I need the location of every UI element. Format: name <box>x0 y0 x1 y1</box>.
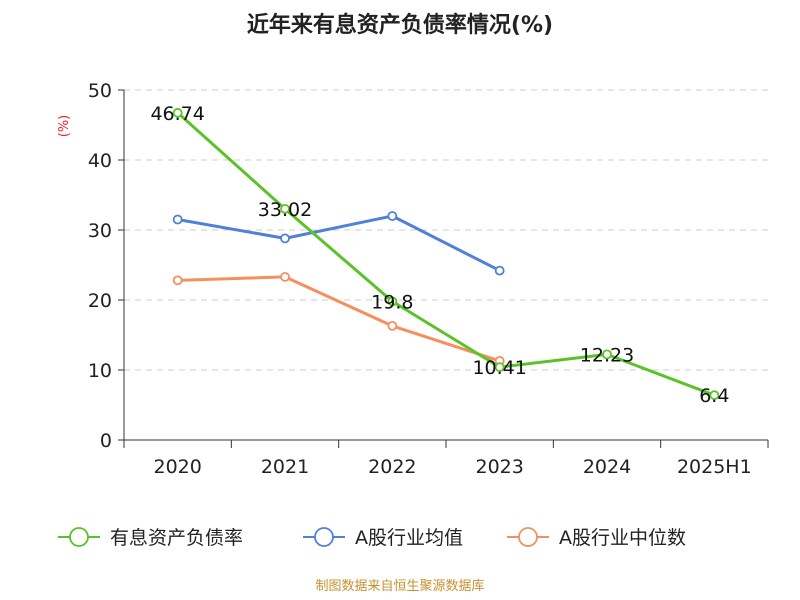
legend-label-2: A股行业中位数 <box>559 527 686 549</box>
series-0-point-2023 <box>494 362 505 373</box>
series-line-2 <box>177 275 501 363</box>
y-tick-label-20: 20 <box>88 290 112 312</box>
data-label-2025H1: 6.4 <box>699 385 729 407</box>
legend-swatch-marker-1 <box>314 527 334 547</box>
data-source-note: 制图数据来自恒生聚源数据库 <box>315 578 484 594</box>
y-tick-label-30: 30 <box>88 220 112 242</box>
data-label-2022: 19.8 <box>371 291 413 313</box>
axes: 0 10 20 30 40 50 2020 2021 2022 2023 2024 2025H1 <box>88 80 769 478</box>
chart-title: 近年来有息资产负债率情况(%) <box>247 12 553 38</box>
series-0-point-2024 <box>602 349 612 360</box>
series-lines <box>172 107 720 401</box>
series-1-point-2022 <box>387 211 398 221</box>
series-0-point-2025H1 <box>709 390 720 401</box>
series-0-point-2022 <box>387 296 398 307</box>
data-label-2024: 12.23 <box>580 344 634 366</box>
legend-swatch-marker-2 <box>518 527 538 547</box>
y-tick-label-40: 40 <box>88 150 112 172</box>
x-tick-label-2021: 2021 <box>261 456 309 478</box>
data-label-2021: 33.02 <box>258 199 312 221</box>
x-tick-label-2023: 2023 <box>475 456 523 478</box>
series-1-point-2020 <box>172 214 183 225</box>
x-tick-label-2024: 2024 <box>583 456 631 478</box>
x-tick-label-2020: 2020 <box>153 456 201 478</box>
series-line-0 <box>176 111 715 397</box>
legend: 有息资产负债率 A股行业均值 A股行业中位数 <box>58 527 686 549</box>
legend-label-1: A股行业均值 <box>355 527 463 549</box>
y-tick-label-10: 10 <box>88 360 112 382</box>
legend-label-0: 有息资产负债率 <box>110 527 243 549</box>
series-1-point-2021 <box>280 233 290 244</box>
series-line-1 <box>177 214 501 272</box>
gridlines <box>124 89 768 371</box>
y-tick-label-0: 0 <box>100 430 112 452</box>
legend-swatch-marker-0 <box>69 527 89 547</box>
y-axis-unit-label: (%) <box>57 115 72 138</box>
data-label-2020: 46.74 <box>150 103 204 125</box>
series-0-point-2020 <box>172 107 183 118</box>
series-2-point-2020 <box>172 275 183 286</box>
series-1-point-2023 <box>494 265 505 276</box>
data-label-2023: 10.41 <box>472 357 526 379</box>
series-2-point-2022 <box>387 320 398 331</box>
series-2-point-2021 <box>280 271 290 282</box>
series-0-point-2021 <box>280 203 290 214</box>
x-tick-label-2022: 2022 <box>368 456 416 478</box>
y-tick-label-50: 50 <box>88 80 112 102</box>
x-tick-label-2025H1: 2025H1 <box>677 456 752 478</box>
data-labels: 46.74 33.02 19.8 10.41 12.23 6.4 <box>150 103 729 407</box>
